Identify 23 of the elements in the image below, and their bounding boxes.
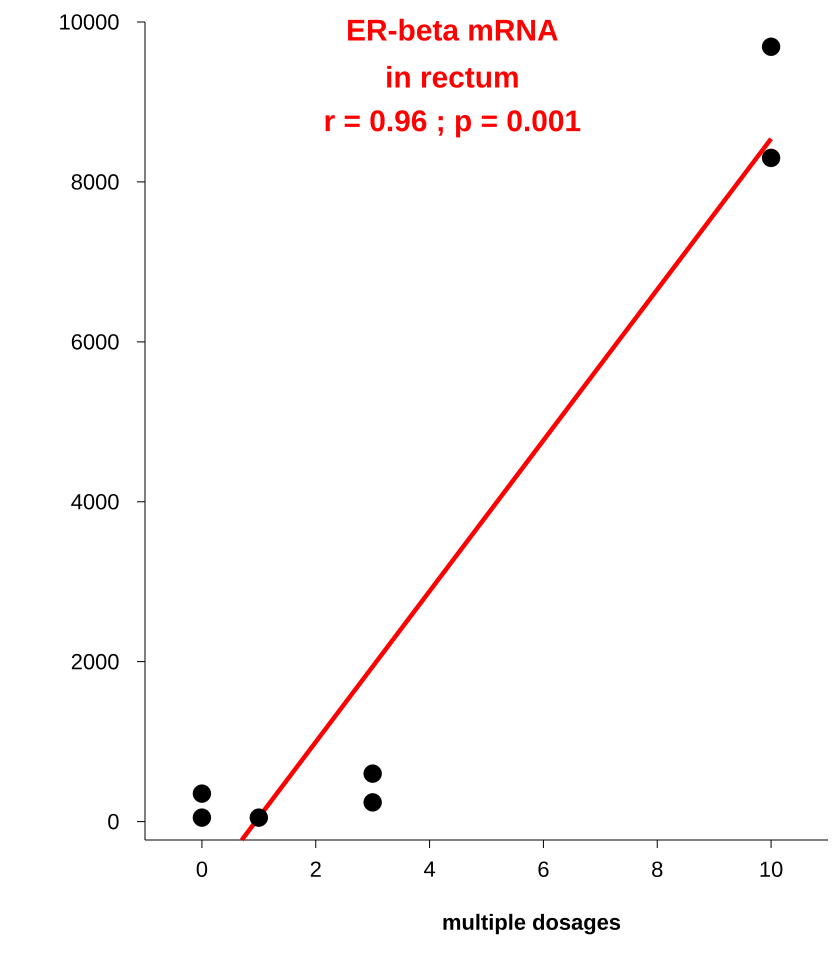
annotation: in rectum <box>387 66 518 88</box>
point <box>363 793 382 812</box>
y-tick-label: 10000 <box>60 14 119 30</box>
annotation: ER-beta mRNA <box>348 18 558 41</box>
x-tick-label: 8 <box>652 861 662 878</box>
y-tick-label: 2000 <box>72 654 119 670</box>
y-tick-label: 4000 <box>71 494 119 510</box>
x-axis-title: multiple dosages <box>443 914 620 934</box>
y-tick-label: 6000 <box>72 334 119 350</box>
annotation: r = 0.96 ; p = 0.001 <box>326 110 580 138</box>
y-tick-label: 0 <box>108 814 119 830</box>
point <box>762 148 780 168</box>
point <box>192 808 212 827</box>
point <box>363 764 382 783</box>
x-tick-label: 0 <box>196 861 208 878</box>
x-tick-label: 10 <box>760 861 782 878</box>
x-tick-label: 2 <box>310 861 321 877</box>
x-tick-label: 4 <box>424 861 436 877</box>
point <box>250 808 268 827</box>
x-tick-label: 6 <box>538 861 549 878</box>
point <box>762 38 780 56</box>
y-tick-label: 8000 <box>72 174 119 190</box>
point <box>192 784 212 803</box>
